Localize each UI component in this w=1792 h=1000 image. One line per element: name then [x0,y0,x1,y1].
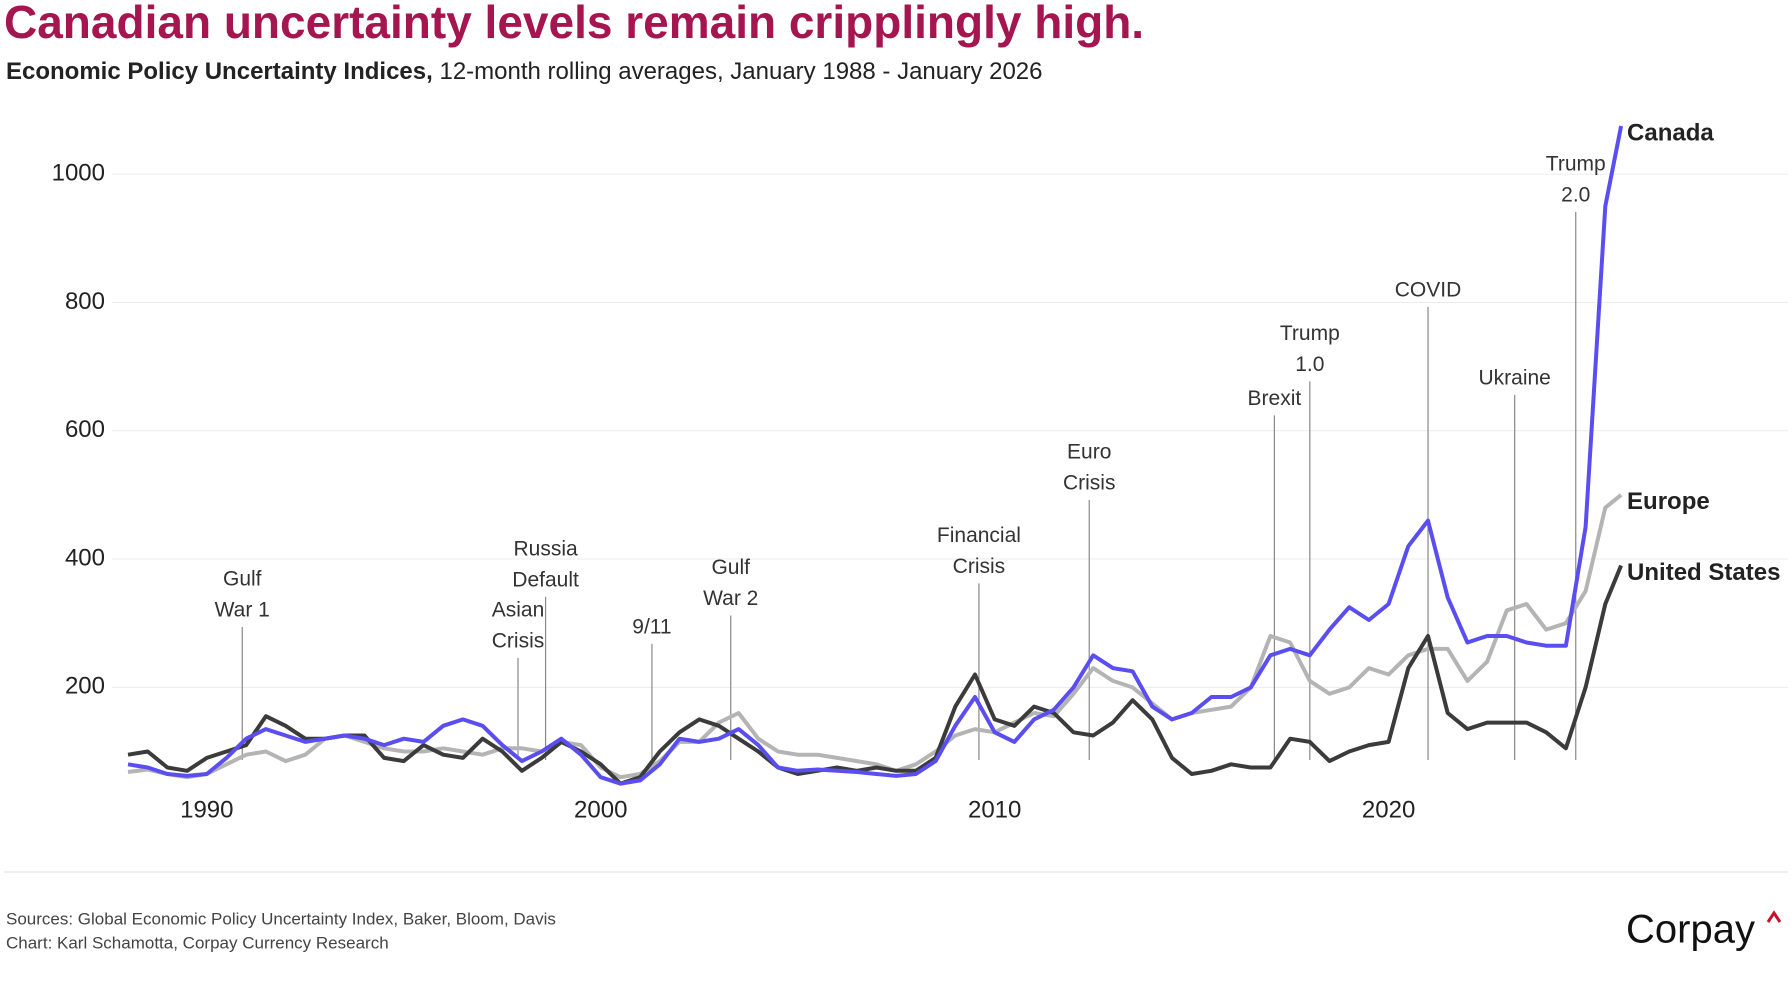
series-line [127,564,1623,786]
y-tick-label: 800 [65,288,105,315]
sources: Sources: Global Economic Policy Uncertai… [6,909,556,928]
logo-caret [1766,910,1782,923]
annotation-label: Financial [937,524,1021,547]
y-tick-label: 1000 [52,159,105,186]
y-tick-label: 200 [65,673,105,700]
annotation-label: 1.0 [1295,353,1324,376]
annotation-label: 9/11 [632,615,671,638]
annotation-label: Russia [513,537,578,560]
annotation-label: War 2 [703,587,758,610]
credit: Chart: Karl Schamotta, Corpay Currency R… [6,933,389,952]
series: Europe [127,488,1710,780]
annotation-label: Trump [1280,322,1340,345]
plot-area: 200 400 600 800 1000 1990 2000 2010 2020 Gulf War … [52,119,1788,823]
subtitle-bold: Economic Policy Uncertainty Indices, [6,58,433,85]
x-tick-label: 2020 [1362,796,1415,823]
y-tick-label: 400 [65,544,105,571]
annotation-label: Euro [1067,441,1111,464]
x-tick-label: 1990 [180,796,233,823]
series: Canada [127,119,1714,786]
annotation-label: Gulf [223,568,262,591]
series: United States [127,559,1780,786]
chart-subtitle: Economic Policy Uncertainty Indices, 12-… [6,58,1043,85]
annotation-label: COVID [1395,278,1462,301]
subtitle: 12-month rolling averages, January 1988 … [439,58,1042,85]
x-tick-label: 2000 [574,796,627,823]
annotation-label: Crisis [492,629,545,652]
series-line [127,493,1623,780]
chart-title: Canadian uncertainty levels remain cripp… [4,0,1144,48]
series-label: Canada [1627,119,1714,146]
annotation-label: Crisis [953,555,1006,578]
annotation-label: Asian [492,598,545,621]
y-tick-label: 600 [65,416,105,443]
annotation-label: Trump [1546,153,1606,176]
annotation-label: Ukraine [1479,366,1551,389]
annotation-label: Brexit [1248,387,1302,410]
series-label: United States [1627,559,1780,586]
x-tick-label: 2010 [968,796,1021,823]
annotation-label: War 1 [215,599,270,622]
logo: Corpay [1626,908,1755,952]
annotation-label: Default [512,568,579,591]
annotation-label: Crisis [1063,472,1116,495]
series-line [127,125,1624,786]
annotation-label: 2.0 [1561,184,1590,207]
annotation-label: Gulf [711,556,750,579]
series-label: Europe [1627,488,1710,515]
